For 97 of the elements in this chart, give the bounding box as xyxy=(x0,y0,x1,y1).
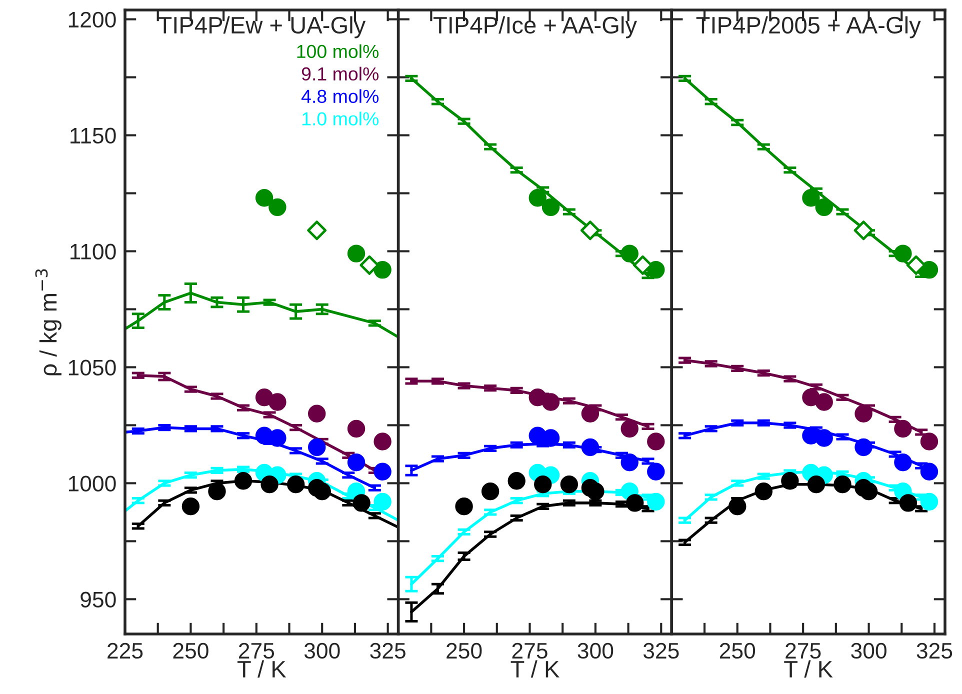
x-axis-title: T / K xyxy=(510,660,560,678)
point xyxy=(815,198,833,216)
y-axis-title: ρ / kg m$^{−3}$ xyxy=(35,269,62,376)
point xyxy=(374,432,392,450)
point xyxy=(268,198,286,216)
text: 100 mol% xyxy=(297,44,379,58)
chart-title: TIP4P/Ice + AA-Gly xyxy=(434,16,637,38)
point xyxy=(854,404,872,422)
point xyxy=(528,388,546,406)
text: 4.8 mol% xyxy=(301,89,379,104)
point xyxy=(534,476,552,494)
point xyxy=(620,420,638,438)
point xyxy=(528,189,546,207)
point xyxy=(347,453,366,472)
point xyxy=(802,388,820,406)
point xyxy=(754,482,773,500)
x-tick-label: 250 xyxy=(446,642,482,659)
point xyxy=(374,260,392,279)
point xyxy=(268,393,286,411)
point xyxy=(899,494,918,512)
point xyxy=(647,492,665,511)
point xyxy=(542,393,560,411)
x-axis-title: T / K xyxy=(237,660,286,678)
point xyxy=(802,189,820,207)
point xyxy=(352,494,370,512)
point xyxy=(920,492,938,511)
y-tick-label: 1050 xyxy=(68,360,116,376)
y-tick-label: 1000 xyxy=(68,476,116,492)
point xyxy=(815,393,833,411)
point xyxy=(633,255,653,275)
point xyxy=(906,255,926,275)
point xyxy=(626,494,644,512)
x-tick-label: 300 xyxy=(851,642,886,659)
x-tick-label: 325 xyxy=(643,642,679,659)
x-axis-title: T / K xyxy=(784,660,833,678)
y-tick-label: 1100 xyxy=(70,244,116,260)
point xyxy=(728,498,746,516)
point xyxy=(581,404,600,422)
x-tick-label: 275 xyxy=(512,642,548,659)
point xyxy=(234,472,252,490)
point xyxy=(360,255,380,275)
y-tick-label: 1150 xyxy=(70,128,116,144)
point xyxy=(834,476,852,494)
x-tick-label: 325 xyxy=(916,642,952,659)
point xyxy=(620,244,638,262)
x-tick-label: 225 xyxy=(108,642,143,659)
point xyxy=(920,432,938,450)
point xyxy=(894,453,912,472)
point xyxy=(647,260,665,279)
point xyxy=(581,438,600,456)
point xyxy=(860,482,878,500)
point xyxy=(481,482,500,500)
x-tick-label: 275 xyxy=(786,642,821,659)
point xyxy=(894,420,912,438)
point xyxy=(647,432,665,450)
point xyxy=(308,438,326,456)
point xyxy=(580,220,600,240)
point xyxy=(374,462,392,480)
point xyxy=(374,492,392,511)
point xyxy=(347,420,366,438)
point xyxy=(920,260,938,279)
x-tick-label: 300 xyxy=(578,642,614,659)
point xyxy=(260,476,278,494)
y-tick-label: 950 xyxy=(80,592,116,608)
point xyxy=(560,476,578,494)
point xyxy=(313,482,331,500)
point xyxy=(620,453,638,472)
x-tick-label: 325 xyxy=(370,642,406,659)
point xyxy=(586,482,604,500)
point xyxy=(286,476,305,494)
text: 9.1 mol% xyxy=(302,66,379,81)
point xyxy=(854,438,872,456)
chart-title: TIP4P/2005 + AA-Gly xyxy=(696,16,921,38)
point xyxy=(781,472,799,490)
point xyxy=(347,244,366,262)
point xyxy=(208,482,226,500)
point xyxy=(182,498,200,516)
point xyxy=(542,198,560,216)
point xyxy=(854,220,874,240)
point xyxy=(807,476,826,494)
point xyxy=(647,462,665,480)
x-tick-label: 250 xyxy=(720,642,756,659)
point xyxy=(308,404,326,422)
point xyxy=(307,220,327,240)
x-tick-label: 275 xyxy=(238,642,274,659)
text: 1.0 mol% xyxy=(302,112,379,126)
point xyxy=(815,429,833,447)
point xyxy=(920,462,938,480)
point xyxy=(894,244,912,262)
point xyxy=(508,472,526,490)
x-tick-label: 250 xyxy=(173,642,208,659)
point xyxy=(455,498,473,516)
y-tick-label: 1200 xyxy=(68,12,116,28)
chart-title: TIP4P/Ew + UA-Gly xyxy=(158,16,366,38)
x-tick-label: 300 xyxy=(304,642,340,659)
point xyxy=(255,388,274,406)
point xyxy=(255,189,274,207)
